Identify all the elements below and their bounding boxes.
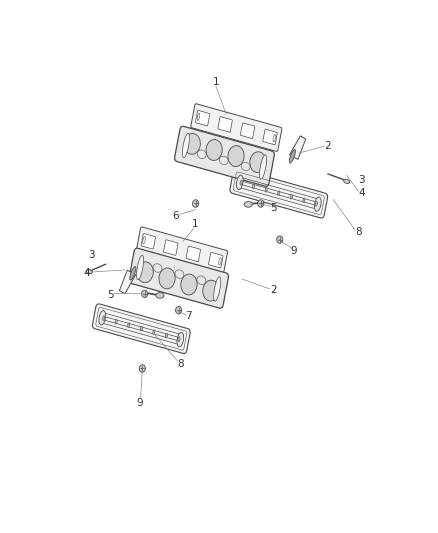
Ellipse shape bbox=[197, 276, 206, 285]
Ellipse shape bbox=[273, 134, 276, 142]
Ellipse shape bbox=[303, 198, 305, 203]
Text: 2: 2 bbox=[325, 141, 331, 151]
Ellipse shape bbox=[290, 195, 293, 199]
Ellipse shape bbox=[178, 337, 180, 342]
Ellipse shape bbox=[240, 180, 242, 185]
Ellipse shape bbox=[244, 201, 252, 207]
Ellipse shape bbox=[253, 184, 255, 189]
FancyBboxPatch shape bbox=[137, 227, 228, 274]
Ellipse shape bbox=[203, 280, 219, 301]
Ellipse shape bbox=[260, 155, 267, 179]
FancyBboxPatch shape bbox=[230, 168, 328, 218]
Ellipse shape bbox=[99, 311, 106, 325]
Polygon shape bbox=[290, 136, 306, 159]
Ellipse shape bbox=[237, 175, 243, 190]
Ellipse shape bbox=[130, 266, 136, 280]
Text: 2: 2 bbox=[270, 285, 277, 295]
Ellipse shape bbox=[265, 188, 267, 192]
Ellipse shape bbox=[137, 255, 144, 280]
Ellipse shape bbox=[314, 197, 321, 211]
FancyBboxPatch shape bbox=[92, 304, 190, 353]
Ellipse shape bbox=[193, 200, 199, 207]
Ellipse shape bbox=[159, 268, 175, 289]
Text: 7: 7 bbox=[186, 311, 192, 321]
FancyBboxPatch shape bbox=[175, 126, 274, 187]
Text: 3: 3 bbox=[88, 250, 95, 260]
Ellipse shape bbox=[228, 146, 244, 166]
Ellipse shape bbox=[115, 319, 117, 324]
Ellipse shape bbox=[86, 270, 92, 274]
FancyBboxPatch shape bbox=[208, 252, 223, 268]
Text: 1: 1 bbox=[213, 77, 219, 87]
FancyBboxPatch shape bbox=[195, 110, 210, 126]
Text: 5: 5 bbox=[270, 203, 277, 213]
Text: 5: 5 bbox=[107, 289, 114, 300]
Text: 9: 9 bbox=[136, 398, 143, 408]
Ellipse shape bbox=[175, 270, 184, 278]
Ellipse shape bbox=[315, 201, 318, 206]
Ellipse shape bbox=[182, 133, 189, 158]
Ellipse shape bbox=[177, 333, 184, 347]
Text: 3: 3 bbox=[359, 175, 365, 185]
Ellipse shape bbox=[241, 162, 250, 171]
FancyBboxPatch shape bbox=[186, 246, 201, 262]
Ellipse shape bbox=[128, 323, 130, 328]
Ellipse shape bbox=[141, 290, 148, 297]
Ellipse shape bbox=[198, 150, 206, 158]
Text: 8: 8 bbox=[355, 227, 362, 237]
FancyBboxPatch shape bbox=[263, 129, 277, 145]
Ellipse shape bbox=[143, 237, 145, 244]
Ellipse shape bbox=[278, 191, 280, 196]
Text: 4: 4 bbox=[84, 268, 90, 278]
FancyBboxPatch shape bbox=[141, 233, 155, 249]
Ellipse shape bbox=[181, 274, 197, 295]
Ellipse shape bbox=[197, 114, 200, 120]
Ellipse shape bbox=[289, 150, 296, 163]
Ellipse shape bbox=[258, 200, 264, 207]
Text: 6: 6 bbox=[172, 211, 179, 221]
Ellipse shape bbox=[102, 316, 105, 320]
FancyBboxPatch shape bbox=[164, 240, 178, 255]
Ellipse shape bbox=[250, 152, 266, 173]
Text: 1: 1 bbox=[192, 219, 199, 229]
Ellipse shape bbox=[153, 264, 162, 272]
FancyBboxPatch shape bbox=[218, 117, 232, 132]
Ellipse shape bbox=[176, 306, 182, 314]
Ellipse shape bbox=[166, 333, 167, 338]
Ellipse shape bbox=[153, 330, 155, 335]
Ellipse shape bbox=[206, 140, 222, 160]
Ellipse shape bbox=[137, 262, 153, 282]
Text: 9: 9 bbox=[291, 246, 297, 256]
Ellipse shape bbox=[184, 133, 200, 154]
Ellipse shape bbox=[344, 179, 350, 183]
Ellipse shape bbox=[219, 257, 221, 265]
Polygon shape bbox=[120, 270, 136, 294]
FancyBboxPatch shape bbox=[129, 248, 229, 308]
Ellipse shape bbox=[139, 365, 145, 372]
Text: 8: 8 bbox=[177, 359, 184, 369]
Text: 4: 4 bbox=[359, 188, 365, 198]
Ellipse shape bbox=[140, 326, 142, 331]
Ellipse shape bbox=[219, 156, 228, 165]
Ellipse shape bbox=[156, 293, 164, 298]
Ellipse shape bbox=[277, 236, 283, 244]
FancyBboxPatch shape bbox=[191, 104, 282, 151]
Ellipse shape bbox=[214, 277, 221, 301]
FancyBboxPatch shape bbox=[240, 123, 255, 139]
